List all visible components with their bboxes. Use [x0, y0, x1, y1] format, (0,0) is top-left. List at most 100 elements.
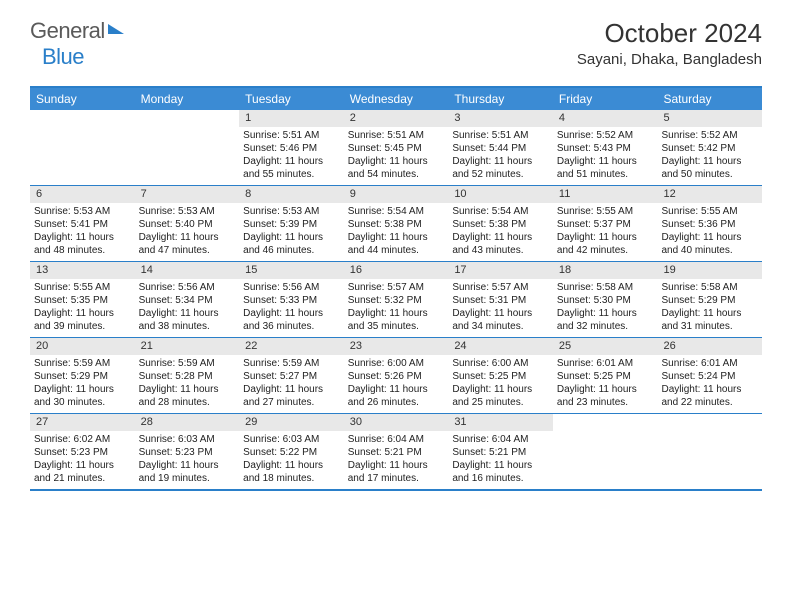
daylight-label: Daylight:: [348, 384, 390, 395]
daylight-label: Daylight:: [348, 308, 390, 319]
sunrise-label: Sunrise:: [34, 358, 73, 369]
day-number: 5: [657, 110, 762, 127]
sunset-label: Sunset:: [243, 371, 280, 382]
daylight-label: Daylight:: [243, 460, 285, 471]
sunrise-label: Sunrise:: [661, 130, 700, 141]
day-header: Wednesday: [344, 88, 449, 110]
calendar-cell: 11Sunrise: 5:55 AMSunset: 5:37 PMDayligh…: [553, 186, 658, 261]
sunset-value: 5:35 PM: [71, 295, 108, 306]
day-number: 3: [448, 110, 553, 127]
sunset-value: 5:27 PM: [280, 371, 317, 382]
sunset-label: Sunset:: [452, 447, 489, 458]
week-row: 27Sunrise: 6:02 AMSunset: 5:23 PMDayligh…: [30, 414, 762, 491]
sunrise-label: Sunrise:: [348, 434, 387, 445]
sunset-label: Sunset:: [661, 295, 698, 306]
day-details: Sunrise: 5:59 AMSunset: 5:27 PMDaylight:…: [239, 355, 344, 413]
day-details: Sunrise: 5:53 AMSunset: 5:41 PMDaylight:…: [30, 203, 135, 261]
daylight-label: Daylight:: [139, 308, 181, 319]
calendar-cell: 21Sunrise: 5:59 AMSunset: 5:28 PMDayligh…: [135, 338, 240, 413]
calendar-cell: 27Sunrise: 6:02 AMSunset: 5:23 PMDayligh…: [30, 414, 135, 489]
sunset-value: 5:39 PM: [280, 219, 317, 230]
day-details: Sunrise: 6:02 AMSunset: 5:23 PMDaylight:…: [30, 431, 135, 489]
sunrise-value: 5:51 AM: [387, 130, 424, 141]
sunset-value: 5:25 PM: [489, 371, 526, 382]
day-details: Sunrise: 5:54 AMSunset: 5:38 PMDaylight:…: [448, 203, 553, 261]
day-details: Sunrise: 5:57 AMSunset: 5:31 PMDaylight:…: [448, 279, 553, 337]
daylight-label: Daylight:: [661, 232, 703, 243]
calendar-cell: 15Sunrise: 5:56 AMSunset: 5:33 PMDayligh…: [239, 262, 344, 337]
calendar-cell: 31Sunrise: 6:04 AMSunset: 5:21 PMDayligh…: [448, 414, 553, 489]
sunrise-label: Sunrise:: [557, 130, 596, 141]
sunrise-label: Sunrise:: [452, 130, 491, 141]
calendar-cell: 16Sunrise: 5:57 AMSunset: 5:32 PMDayligh…: [344, 262, 449, 337]
sunrise-label: Sunrise:: [557, 206, 596, 217]
week-row: 13Sunrise: 5:55 AMSunset: 5:35 PMDayligh…: [30, 262, 762, 338]
logo: General Blue: [30, 18, 124, 70]
daylight-label: Daylight:: [34, 308, 76, 319]
day-details: Sunrise: 5:57 AMSunset: 5:32 PMDaylight:…: [344, 279, 449, 337]
calendar-cell: 14Sunrise: 5:56 AMSunset: 5:34 PMDayligh…: [135, 262, 240, 337]
daylight-label: Daylight:: [452, 460, 494, 471]
sunrise-value: 6:00 AM: [387, 358, 424, 369]
day-details: [553, 431, 658, 489]
daylight-label: Daylight:: [661, 156, 703, 167]
day-number: 14: [135, 262, 240, 279]
day-header: Monday: [135, 88, 240, 110]
calendar: SundayMondayTuesdayWednesdayThursdayFrid…: [30, 86, 762, 491]
day-number: 23: [344, 338, 449, 355]
sunrise-value: 5:58 AM: [701, 282, 738, 293]
sunset-label: Sunset:: [452, 219, 489, 230]
calendar-cell: [657, 414, 762, 489]
day-number: 8: [239, 186, 344, 203]
logo-line1: General Blue: [30, 18, 124, 70]
sunrise-label: Sunrise:: [661, 358, 700, 369]
sunset-value: 5:31 PM: [489, 295, 526, 306]
sunrise-label: Sunrise:: [557, 282, 596, 293]
sunset-value: 5:23 PM: [71, 447, 108, 458]
daylight-label: Daylight:: [348, 156, 390, 167]
sunset-value: 5:42 PM: [698, 143, 735, 154]
sunrise-label: Sunrise:: [348, 282, 387, 293]
daylight-label: Daylight:: [243, 308, 285, 319]
calendar-cell: 19Sunrise: 5:58 AMSunset: 5:29 PMDayligh…: [657, 262, 762, 337]
day-number: 2: [344, 110, 449, 127]
calendar-cell: 13Sunrise: 5:55 AMSunset: 5:35 PMDayligh…: [30, 262, 135, 337]
header: General Blue October 2024 Sayani, Dhaka,…: [0, 0, 792, 78]
calendar-cell: 25Sunrise: 6:01 AMSunset: 5:25 PMDayligh…: [553, 338, 658, 413]
sunrise-value: 5:57 AM: [492, 282, 529, 293]
daylight-label: Daylight:: [139, 384, 181, 395]
sunrise-label: Sunrise:: [243, 130, 282, 141]
calendar-cell: 9Sunrise: 5:54 AMSunset: 5:38 PMDaylight…: [344, 186, 449, 261]
sunset-value: 5:40 PM: [175, 219, 212, 230]
daylight-label: Daylight:: [452, 384, 494, 395]
sunrise-label: Sunrise:: [34, 206, 73, 217]
sunrise-value: 5:59 AM: [178, 358, 215, 369]
sunset-label: Sunset:: [139, 447, 176, 458]
daylight-label: Daylight:: [139, 232, 181, 243]
sunrise-value: 5:56 AM: [178, 282, 215, 293]
day-details: Sunrise: 5:58 AMSunset: 5:30 PMDaylight:…: [553, 279, 658, 337]
sunrise-label: Sunrise:: [243, 282, 282, 293]
sunset-label: Sunset:: [452, 295, 489, 306]
sunset-label: Sunset:: [348, 219, 385, 230]
day-details: Sunrise: 5:52 AMSunset: 5:42 PMDaylight:…: [657, 127, 762, 185]
daylight-label: Daylight:: [557, 308, 599, 319]
calendar-cell: 28Sunrise: 6:03 AMSunset: 5:23 PMDayligh…: [135, 414, 240, 489]
sunrise-value: 5:55 AM: [73, 282, 110, 293]
sunrise-value: 6:04 AM: [387, 434, 424, 445]
calendar-cell: 4Sunrise: 5:52 AMSunset: 5:43 PMDaylight…: [553, 110, 658, 185]
calendar-cell: 20Sunrise: 5:59 AMSunset: 5:29 PMDayligh…: [30, 338, 135, 413]
day-details: Sunrise: 5:53 AMSunset: 5:39 PMDaylight:…: [239, 203, 344, 261]
day-details: Sunrise: 6:00 AMSunset: 5:26 PMDaylight:…: [344, 355, 449, 413]
sunset-value: 5:38 PM: [489, 219, 526, 230]
daylight-label: Daylight:: [452, 308, 494, 319]
day-details: Sunrise: 5:56 AMSunset: 5:33 PMDaylight:…: [239, 279, 344, 337]
location: Sayani, Dhaka, Bangladesh: [577, 51, 762, 68]
sunset-value: 5:41 PM: [71, 219, 108, 230]
day-number: [553, 414, 658, 431]
sunrise-label: Sunrise:: [452, 358, 491, 369]
day-number: 20: [30, 338, 135, 355]
logo-triangle-icon: [108, 24, 124, 34]
day-details: Sunrise: 5:55 AMSunset: 5:36 PMDaylight:…: [657, 203, 762, 261]
day-number: [135, 110, 240, 127]
